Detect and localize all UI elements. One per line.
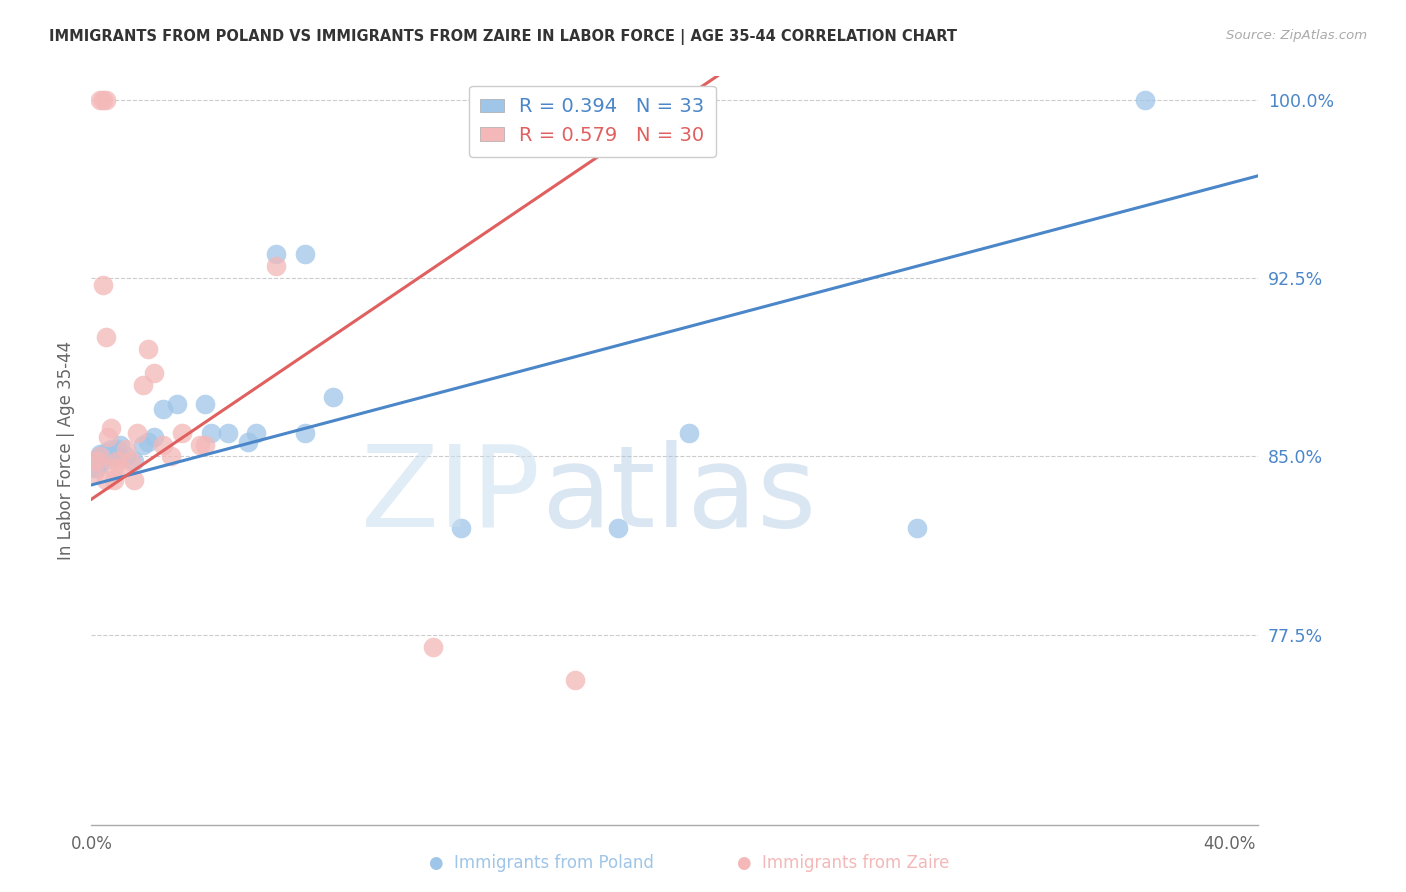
Point (136, 435, 159, 450)
Point (89, 447, 111, 461)
Point (236, 435, 259, 450)
Point (91, 93, 114, 107)
Point (86, 454, 108, 468)
Point (94, 473, 117, 487)
Text: IMMIGRANTS FROM POLAND VS IMMIGRANTS FROM ZAIRE IN LABOR FORCE | AGE 35-44 CORRE: IMMIGRANTS FROM POLAND VS IMMIGRANTS FRO… (49, 29, 957, 45)
Point (97, 450, 120, 464)
Point (200, 425, 222, 440)
Point (86, 454, 108, 468)
Point (678, 425, 700, 440)
Point (143, 430, 166, 444)
Point (266, 247, 288, 261)
Point (564, 673, 586, 687)
Point (122, 454, 145, 468)
Text: atlas: atlas (541, 440, 815, 551)
Point (83, 466, 105, 480)
Text: ●  Immigrants from Zaire: ● Immigrants from Zaire (737, 855, 950, 872)
Point (905, 521, 928, 535)
Point (120, 454, 142, 468)
Point (172, 425, 194, 440)
Point (114, 442, 136, 457)
Point (94, 444, 117, 458)
Point (607, 521, 630, 535)
Point (294, 247, 316, 261)
Point (105, 454, 128, 468)
Point (89, 450, 111, 464)
Point (103, 450, 125, 464)
Point (108, 461, 131, 475)
Text: ZIP: ZIP (360, 440, 541, 551)
Point (97, 430, 120, 444)
Point (152, 437, 174, 451)
Point (266, 259, 288, 273)
Point (194, 437, 217, 451)
Point (136, 343, 159, 357)
Point (89, 93, 111, 107)
Legend: R = 0.394   N = 33, R = 0.579   N = 30: R = 0.394 N = 33, R = 0.579 N = 30 (468, 86, 716, 157)
Text: Source: ZipAtlas.com: Source: ZipAtlas.com (1226, 29, 1367, 42)
Point (166, 397, 188, 411)
Point (143, 366, 166, 380)
Point (105, 442, 128, 457)
Point (91, 454, 114, 468)
Point (91, 278, 114, 293)
Point (89, 450, 111, 464)
Point (131, 437, 153, 451)
Point (194, 397, 217, 411)
Point (122, 473, 145, 487)
Point (1133, 93, 1156, 107)
Point (94, 93, 117, 107)
Y-axis label: In Labor Force | Age 35-44: In Labor Force | Age 35-44 (56, 341, 75, 560)
Text: ●  Immigrants from Poland: ● Immigrants from Poland (429, 855, 654, 872)
Point (108, 437, 131, 451)
Point (188, 437, 211, 451)
Point (217, 425, 239, 440)
Point (152, 401, 174, 416)
Point (245, 425, 267, 440)
Point (450, 521, 472, 535)
Point (114, 450, 136, 464)
Point (422, 640, 444, 654)
Point (125, 425, 148, 440)
Point (100, 421, 122, 435)
Point (294, 425, 316, 440)
Point (103, 461, 125, 475)
Point (103, 473, 125, 487)
Point (160, 450, 183, 464)
Point (131, 378, 153, 392)
Point (86, 461, 108, 475)
Point (100, 442, 122, 457)
Point (94, 330, 117, 344)
Point (83, 461, 105, 475)
Point (322, 390, 344, 404)
